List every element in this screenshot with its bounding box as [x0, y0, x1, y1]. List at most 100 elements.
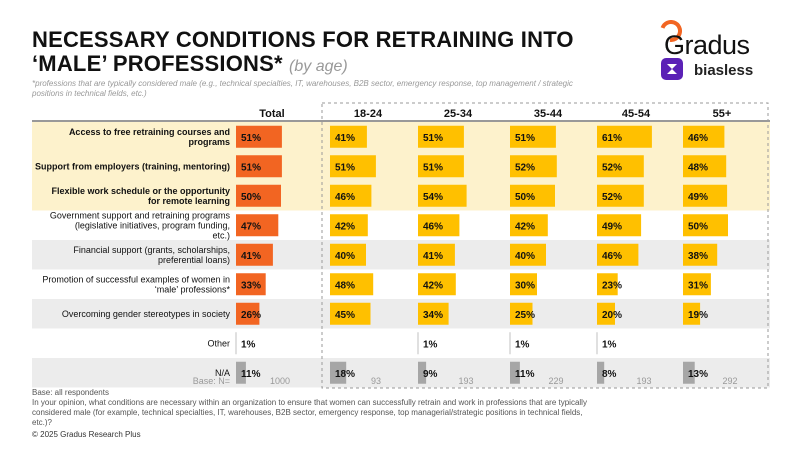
value-label-55: 46% — [688, 133, 708, 144]
category-label-line: programs — [188, 137, 230, 147]
bar-25-34 — [418, 273, 456, 296]
bar-total — [236, 243, 273, 266]
column-header-55: 55+ — [713, 108, 732, 120]
category-label-line: Promotion of successful examples of wome… — [42, 274, 230, 284]
value-label-45-54: 49% — [602, 221, 622, 232]
base-value-total: 1000 — [270, 376, 290, 386]
category-label-line: Other — [207, 338, 230, 348]
bar-45-54 — [597, 273, 618, 296]
bar-35-44 — [510, 361, 520, 384]
bar-35-44 — [510, 243, 546, 266]
value-label-35-44: 51% — [515, 133, 535, 144]
biasless-wordmark: biasless — [694, 62, 754, 79]
meta-notes: Base: all respondents In your opinion, w… — [32, 388, 592, 428]
row-band — [32, 240, 770, 270]
gradus-logo: Gradus — [660, 18, 780, 60]
bar-18-24 — [330, 155, 376, 178]
bar-25-34 — [418, 125, 464, 148]
value-label-25-34: 54% — [423, 192, 443, 203]
gradus-mark-icon — [660, 20, 682, 42]
age-group-frame — [321, 102, 769, 389]
title-suffix: (by age) — [289, 58, 348, 75]
value-label-18-24: 18% — [335, 369, 355, 380]
category-label: Promotion of successful examples of wome… — [42, 274, 230, 294]
row-band — [32, 358, 770, 388]
bar-45-54 — [597, 214, 642, 237]
value-label-55: 38% — [688, 251, 708, 262]
copyright: © 2025 Gradus Research Plus — [32, 430, 141, 439]
bar-45-54 — [597, 125, 652, 148]
value-label-18-24: 41% — [335, 133, 355, 144]
base-value-35-44: 229 — [548, 376, 563, 386]
row-band — [32, 299, 770, 329]
category-label-line: Financial support (grants, scholarships, — [73, 245, 230, 255]
bar-55 — [683, 361, 695, 384]
bar-35-44 — [510, 273, 537, 296]
value-label-45-54: 23% — [602, 280, 622, 291]
column-header-total: Total — [259, 108, 284, 120]
value-label-35-44: 11% — [515, 369, 535, 380]
value-label-35-44: 42% — [515, 221, 535, 232]
category-label-line: N/A — [215, 368, 230, 378]
bar-55 — [683, 125, 725, 148]
category-label-line: for remote learning — [148, 196, 230, 206]
value-label-35-44: 25% — [515, 310, 535, 321]
category-label-line: etc.) — [212, 230, 230, 240]
category-label-line: Support from employers (training, mentor… — [35, 161, 230, 171]
bar-55 — [683, 302, 701, 325]
bar-total — [236, 302, 260, 325]
bar-18-24 — [330, 125, 367, 148]
biasless-logo: biasless — [661, 58, 791, 84]
gradus-wordmark: Gradus — [664, 30, 750, 60]
title-line-1: NECESSARY CONDITIONS FOR RETRAINING INTO — [32, 27, 574, 52]
category-label-line: (legislative initiatives, program fundin… — [75, 220, 230, 230]
category-label-line: ‘male’ professions* — [155, 284, 231, 294]
column-header-45-54: 45-54 — [622, 108, 651, 120]
column-header-25-34: 25-34 — [444, 108, 473, 120]
value-label-45-54: 1% — [602, 339, 617, 350]
bar-18-24 — [330, 243, 366, 266]
base-value-55: 292 — [722, 376, 737, 386]
bar-45-54 — [597, 361, 605, 384]
footnote: *professions that are typically consider… — [32, 79, 573, 98]
bar-45-54 — [597, 243, 639, 266]
value-label-total: 51% — [241, 133, 261, 144]
value-label-total: 50% — [241, 192, 261, 203]
value-label-total: 26% — [241, 310, 261, 321]
category-label-line: Government support and retraining progra… — [50, 210, 231, 220]
value-label-35-44: 30% — [515, 280, 535, 291]
bar-35-44 — [510, 155, 557, 178]
bar-25-34 — [418, 155, 464, 178]
value-label-45-54: 20% — [602, 310, 622, 321]
bar-35-44 — [510, 302, 533, 325]
bar-45-54 — [597, 184, 644, 207]
value-label-25-34: 51% — [423, 133, 443, 144]
value-label-18-24: 51% — [335, 162, 355, 173]
bar-25-34 — [418, 184, 467, 207]
bar-35-44 — [510, 214, 548, 237]
category-label: Flexible work schedule or the opportunit… — [51, 186, 230, 206]
value-label-35-44: 1% — [515, 339, 530, 350]
bar-25-34 — [418, 361, 427, 384]
category-label: N/A — [215, 368, 230, 378]
category-label-line: Overcoming gender stereotypes in society — [62, 309, 231, 319]
bar-total — [236, 125, 282, 148]
bar-25-34 — [418, 214, 460, 237]
value-label-25-34: 51% — [423, 162, 443, 173]
bar-18-24 — [330, 361, 347, 384]
value-label-25-34: 9% — [423, 369, 438, 380]
base-description: Base: all respondents — [32, 388, 109, 397]
bar-total — [236, 214, 279, 237]
bar-total — [236, 184, 281, 207]
value-label-18-24: 42% — [335, 221, 355, 232]
value-label-45-54: 52% — [602, 192, 622, 203]
category-label-line: Flexible work schedule or the opportunit… — [51, 186, 230, 196]
value-label-35-44: 52% — [515, 162, 535, 173]
category-label: Financial support (grants, scholarships,… — [73, 245, 230, 265]
value-label-35-44: 50% — [515, 192, 535, 203]
value-label-18-24: 46% — [335, 192, 355, 203]
column-header-18-24: 18-24 — [354, 108, 383, 120]
bar-55 — [683, 214, 728, 237]
bar-18-24 — [330, 214, 368, 237]
bar-25-34 — [418, 243, 455, 266]
